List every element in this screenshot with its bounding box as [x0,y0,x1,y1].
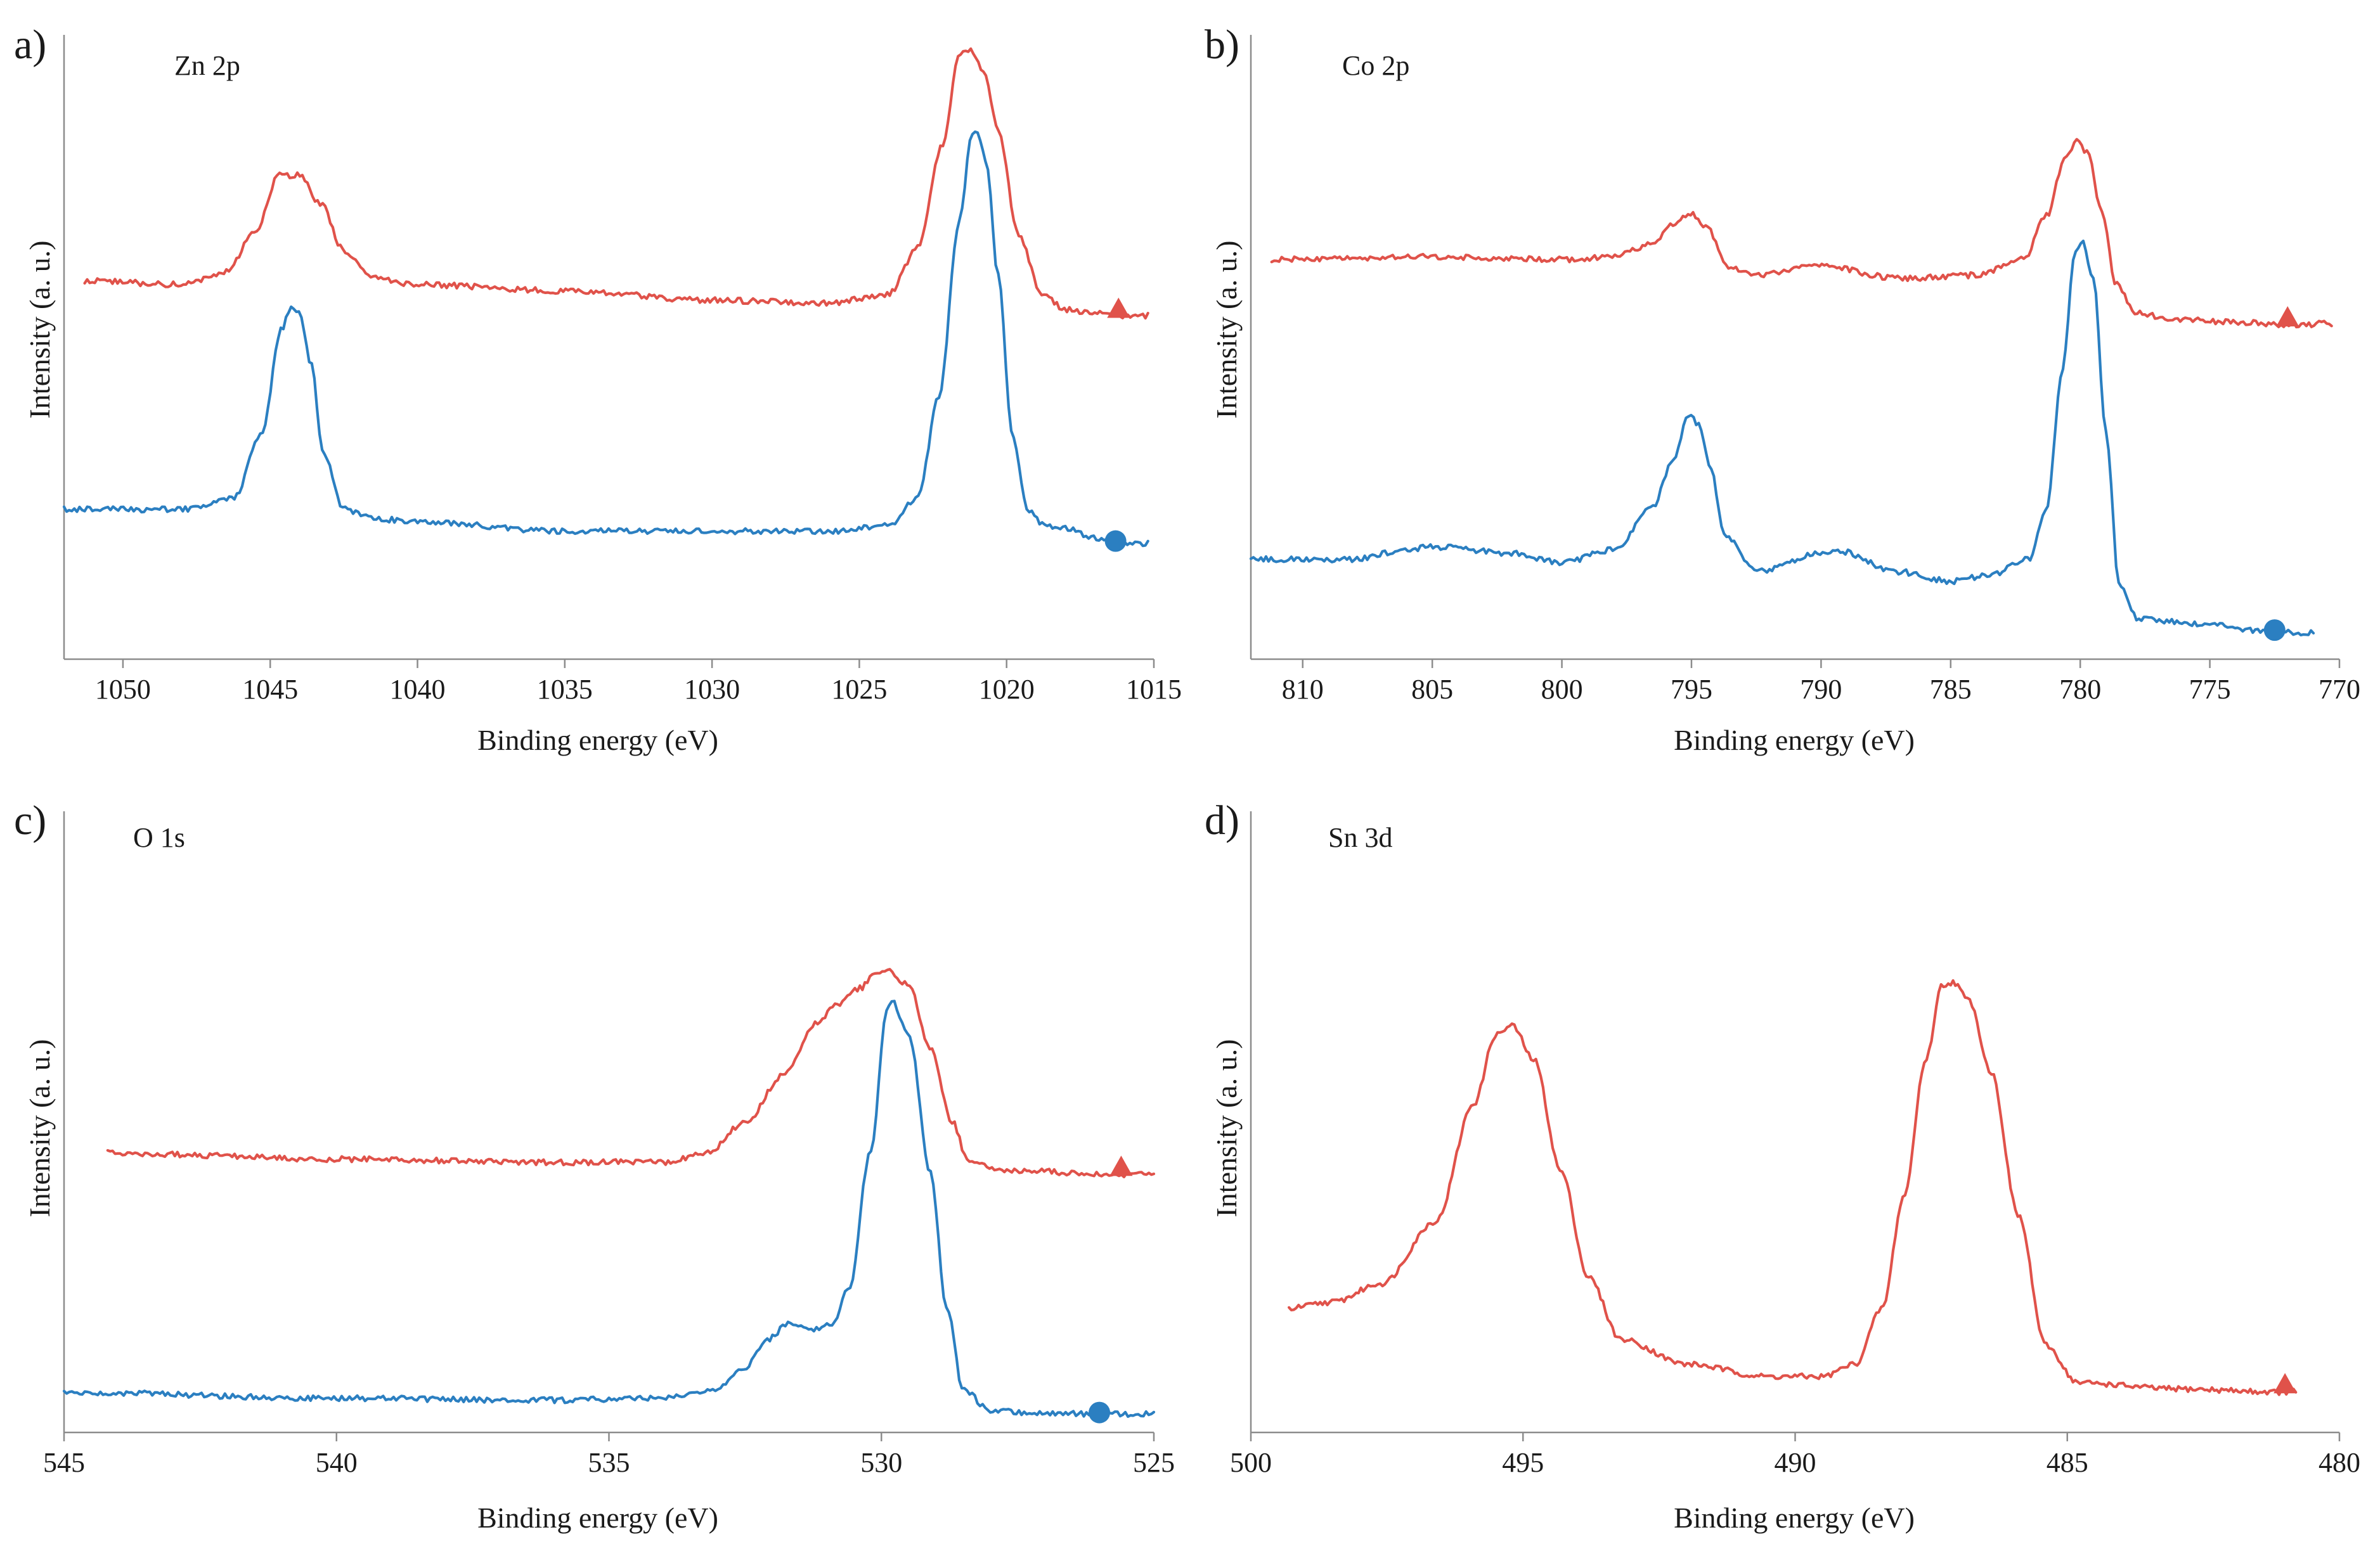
panel-d-series [1288,979,2298,1396]
panel-c-series [62,968,1156,1424]
panel-b-element-label: Co 2p [1342,50,1409,81]
panel-b-red-trace [1270,138,2333,329]
panel-a-red-trace [83,47,1149,320]
panel-d-x-tick-label: 480 [2319,1447,2360,1478]
panel-d-red-trace [1288,979,2298,1396]
panel-b-x-tick-label: 775 [2189,674,2231,705]
panel-a-x-ticks: 1050 1045 1040 1035 1030 1025 1020 1015 [95,659,1182,705]
panel-d-letter: d) [1205,797,1239,844]
panel-a-blue-trace [62,130,1149,548]
panel-b-triangle-marker [2276,306,2299,327]
panel-a-y-axis-label: Intensity (a. u.) [23,240,56,418]
panel-a-x-tick-label: 1030 [684,674,740,705]
panel-d-x-ticks: 500 495 490 485 480 [1230,1432,2360,1478]
panel-c-letter: c) [14,797,46,844]
panel-a-letter: a) [14,22,46,68]
panel-b-circle-marker [2263,619,2286,641]
panel-d-element-label: Sn 3d [1328,822,1392,853]
panel-c-x-tick-label: 525 [1133,1447,1175,1478]
panel-c-x-tick-label: 545 [43,1447,85,1478]
panel-a-x-tick-label: 1015 [1126,674,1182,705]
panel-c-y-axis-label: Intensity (a. u.) [23,1039,56,1217]
panel-d-x-tick-label: 490 [1775,1447,1816,1478]
panel-b-x-tick-label: 800 [1541,674,1583,705]
panel-d-x-tick-label: 500 [1230,1447,1272,1478]
panel-a-series [62,47,1149,552]
panel-d: d) Sn 3d Intensity (a. u.) Binding energ… [1205,797,2360,1534]
panel-a-circle-marker [1104,530,1127,552]
panel-b-letter: b) [1205,22,1239,68]
panel-a-triangle-marker [1107,297,1130,318]
panel-d-x-tick-label: 485 [2047,1447,2088,1478]
panel-a-x-axis-label: Binding energy (eV) [477,724,718,756]
panel-b-y-axis-label: Intensity (a. u.) [1210,240,1243,418]
panel-b-x-tick-label: 780 [2059,674,2101,705]
panel-d-y-axis-label: Intensity (a. u.) [1210,1039,1243,1217]
panel-b-x-tick-label: 785 [1930,674,1972,705]
panel-c-triangle-marker [1109,1155,1133,1176]
panel-b-x-tick-label: 805 [1411,674,1453,705]
panel-c-x-tick-label: 540 [316,1447,358,1478]
panel-b-series [1249,138,2333,641]
panel-c-x-tick-label: 535 [588,1447,630,1478]
panel-c: c) O 1s Intensity (a. u.) Binding energy… [14,797,1175,1534]
panel-b-x-axis-label: Binding energy (eV) [1674,724,1915,756]
panel-b-blue-trace [1249,240,2315,637]
panel-c-x-tick-label: 530 [860,1447,902,1478]
panel-d-x-axis-label: Binding energy (eV) [1674,1502,1915,1534]
panel-a-x-tick-label: 1040 [390,674,446,705]
panel-c-blue-trace [62,1000,1156,1419]
panel-c-element-label: O 1s [133,822,185,853]
panel-b-x-tick-label: 770 [2319,674,2360,705]
panel-d-x-tick-label: 495 [1502,1447,1544,1478]
panel-b-x-ticks: 810 805 800 795 790 785 780 775 770 [1282,659,2360,705]
panel-c-circle-marker [1089,1401,1111,1424]
panel-a-x-tick-label: 1050 [95,674,151,705]
panel-b-x-tick-label: 795 [1671,674,1712,705]
panel-c-x-axis-label: Binding energy (eV) [477,1502,718,1534]
panel-d-triangle-marker [2273,1373,2297,1394]
panel-b-x-tick-label: 810 [1282,674,1324,705]
panel-a-x-tick-label: 1045 [242,674,298,705]
panel-b: b) Co 2p Intensity (a. u.) Binding energ… [1205,22,2360,756]
panel-c-x-ticks: 545 540 535 530 525 [43,1432,1175,1478]
panel-c-red-trace [106,968,1156,1179]
panel-a-x-tick-label: 1020 [979,674,1035,705]
panel-a-element-label: Zn 2p [174,50,240,81]
panel-b-x-tick-label: 790 [1800,674,1842,705]
panel-a-x-tick-label: 1035 [537,674,593,705]
panel-a: a) Zn 2p Intensity (a. u.) Binding energ… [14,22,1182,756]
panel-a-x-tick-label: 1025 [831,674,887,705]
